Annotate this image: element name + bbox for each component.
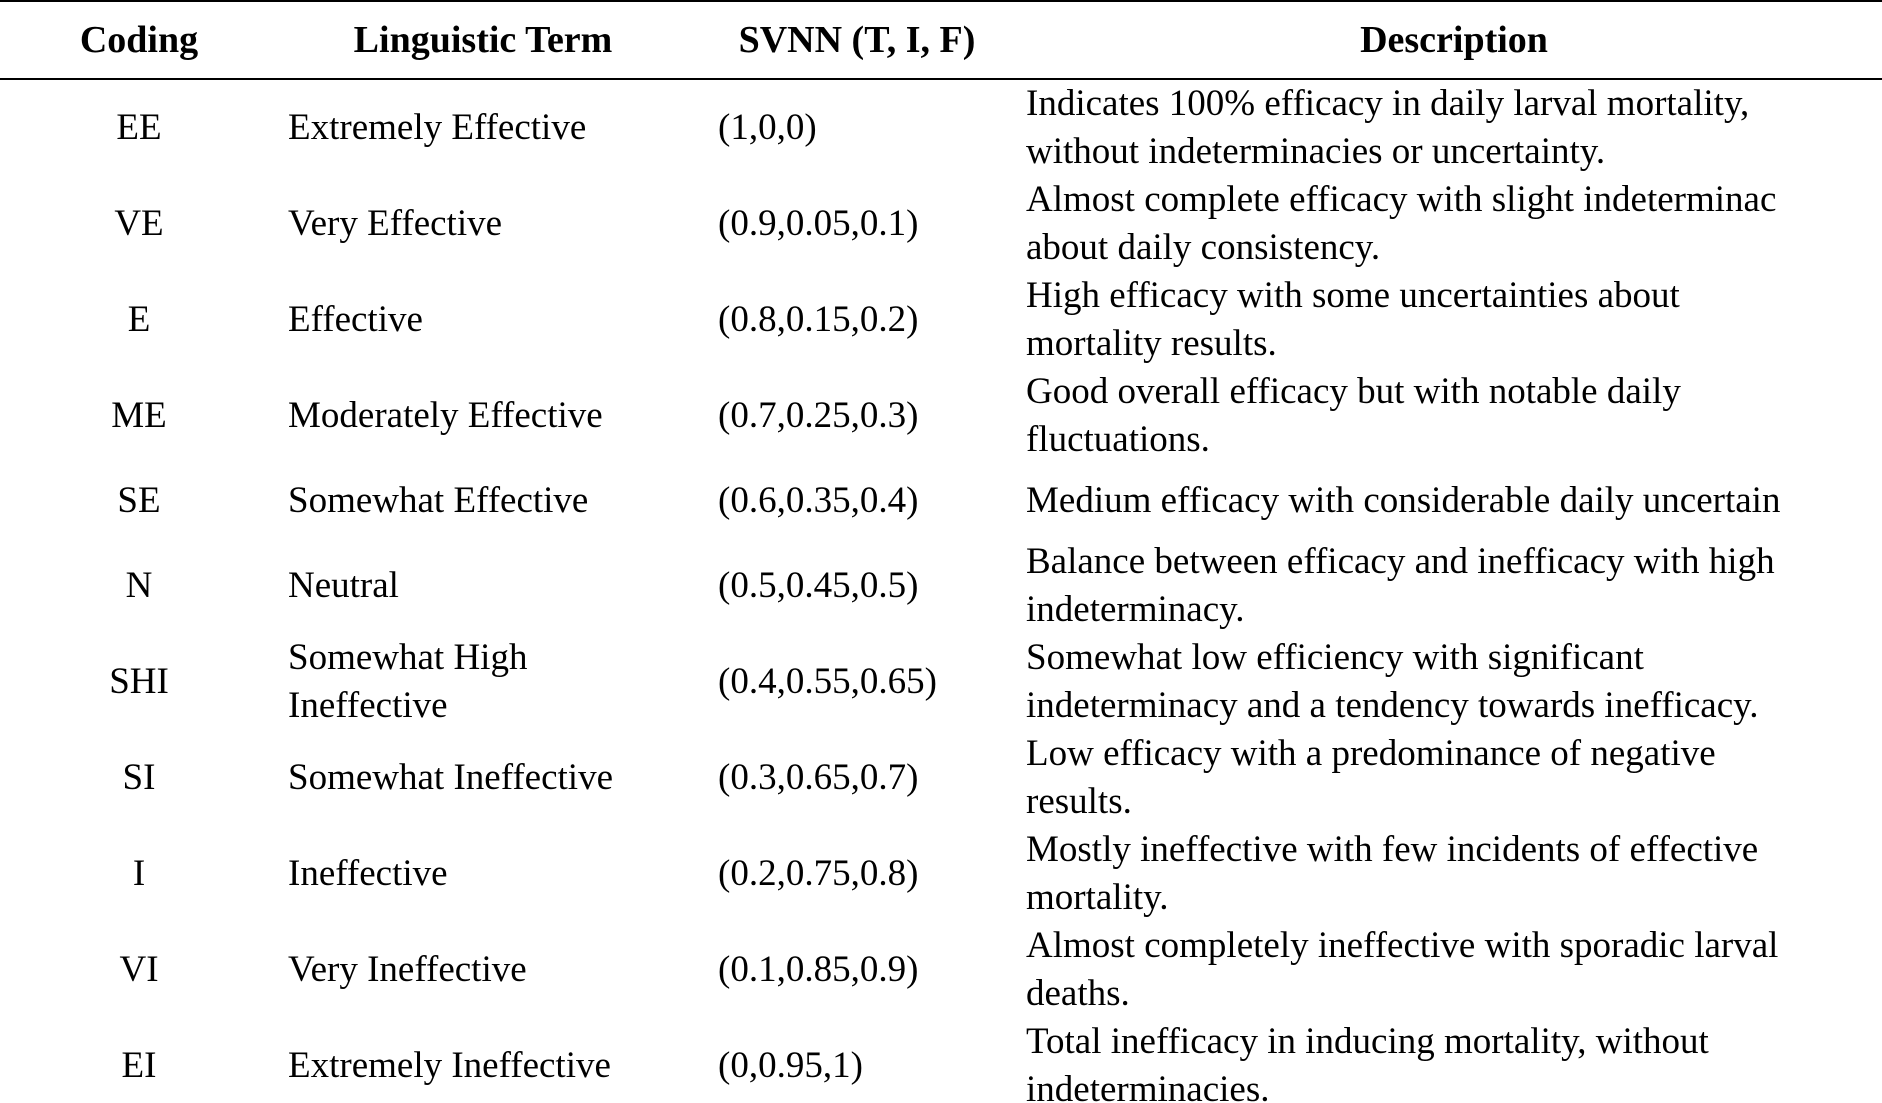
cell-coding: VE [114,203,164,244]
cell-description: Indicates 100% efficacy in daily larval … [1026,79,1882,176]
cell-svnn: (0.2,0.75,0.8) [718,853,919,894]
table-row: N Neutral (0.5,0.45,0.5) Balance between… [0,538,1882,634]
cell-term: Neutral [288,565,399,606]
description-line: Indicates 100% efficacy in daily larval … [1026,83,1750,124]
description-line: Balance between efficacy and inefficacy … [1026,541,1775,582]
description-line: Low efficacy with a predominance of nega… [1026,733,1716,774]
header-coding: Coding [0,0,278,80]
table-row: EI Extremely Ineffective (0,0.95,1) Tota… [0,1018,1882,1103]
cell-description: Almost completely ineffective with spora… [1026,922,1882,1018]
description-line: Total inefficacy in inducing mortality, … [1026,1021,1709,1062]
description-line: mortality. [1026,877,1169,918]
table-row: I Ineffective (0.2,0.75,0.8) Mostly inef… [0,826,1882,922]
cell-term: Extremely Effective [288,107,587,148]
cell-term: Very Effective [288,203,503,244]
description-line: indeterminacy and a tendency towards ine… [1026,685,1759,726]
description-line: High efficacy with some uncertainties ab… [1026,275,1680,316]
header-linguistic-term: Linguistic Term [278,0,688,80]
description-line: without indeterminacies or uncertainty. [1026,131,1606,172]
cell-svnn: (0.5,0.45,0.5) [718,565,919,606]
description-line: results. [1026,781,1132,822]
term-line: Ineffective [288,685,448,726]
cell-term: Effective [288,299,423,340]
description-line: Good overall efficacy but with notable d… [1026,371,1681,412]
header-row: Coding Linguistic Term SVNN (T, I, F) De… [0,0,1882,80]
cell-svnn: (0.8,0.15,0.2) [718,299,919,340]
cell-svnn: (0.3,0.65,0.7) [718,757,919,798]
cell-svnn: (0.4,0.55,0.65) [718,661,937,702]
table-body: EE Extremely Effective (1,0,0) Indicates… [0,79,1882,1103]
description-line: Almost completely ineffective with spora… [1026,925,1779,966]
cell-svnn: (0.6,0.35,0.4) [718,480,919,521]
header-description: Description [1026,0,1882,80]
table-row: SI Somewhat Ineffective (0.3,0.65,0.7) L… [0,730,1882,826]
description-line: indeterminacies. [1026,1069,1270,1103]
table-row: E Effective (0.8,0.15,0.2) High efficacy… [0,272,1882,368]
cell-coding: ME [111,395,167,436]
cell-description: Mostly ineffective with few incidents of… [1026,826,1882,922]
cell-term: Somewhat Effective [288,480,589,521]
cell-svnn: (0,0.95,1) [688,1018,1026,1103]
description-line: about daily consistency. [1026,227,1381,268]
cell-coding: SI [122,757,156,798]
cell-coding: SHI [109,661,169,702]
cell-description: Balance between efficacy and inefficacy … [1026,538,1882,634]
cell-coding: EE [116,107,162,148]
cell-svnn: (0.1,0.85,0.9) [718,949,919,990]
table-row: EE Extremely Effective (1,0,0) Indicates… [0,79,1882,176]
description-line: Somewhat low efficiency with significant [1026,637,1644,678]
cell-description: Low efficacy with a predominance of nega… [1026,730,1882,826]
table-row: VE Very Effective (0.9,0.05,0.1) Almost … [0,176,1882,272]
cell-term: Ineffective [288,853,448,894]
table-row: ME Moderately Effective (0.7,0.25,0.3) G… [0,368,1882,464]
table-row: SE Somewhat Effective (0.6,0.35,0.4) Med… [0,464,1882,538]
cell-coding: I [132,853,146,894]
cell-svnn: (1,0,0) [718,107,817,148]
description-line: Medium efficacy with considerable daily … [1026,480,1781,521]
table-row: VI Very Ineffective (0.1,0.85,0.9) Almos… [0,922,1882,1018]
term-line: Somewhat High [288,637,528,678]
cell-coding: VI [119,949,159,990]
description-line: Almost complete efficacy with slight ind… [1026,179,1777,220]
description-line: fluctuations. [1026,419,1210,460]
header-svnn: SVNN (T, I, F) [688,0,1026,80]
cell-coding: EI [0,1018,278,1103]
cell-coding: N [125,565,153,606]
cell-term: Somewhat High Ineffective [278,634,688,730]
cell-term: Somewhat Ineffective [288,757,613,798]
cell-description: High efficacy with some uncertainties ab… [1026,272,1882,368]
cell-coding: SE [117,480,161,521]
cell-description: Almost complete efficacy with slight ind… [1026,176,1882,272]
cell-description: Medium efficacy with considerable daily … [1026,464,1882,538]
cell-coding: E [127,299,151,340]
cell-svnn: (0.9,0.05,0.1) [718,203,919,244]
description-line: mortality results. [1026,323,1277,364]
cell-term: Extremely Ineffective [278,1018,688,1103]
cell-description: Somewhat low efficiency with significant… [1026,634,1882,730]
cell-description: Total inefficacy in inducing mortality, … [1026,1018,1882,1103]
description-line: indeterminacy. [1026,589,1245,630]
table-row: SHI Somewhat High Ineffective (0.4,0.55,… [0,634,1882,730]
cell-term: Very Ineffective [288,949,527,990]
description-line: deaths. [1026,973,1130,1014]
cell-description: Good overall efficacy but with notable d… [1026,368,1882,464]
table-header: Coding Linguistic Term SVNN (T, I, F) De… [0,0,1882,80]
cell-term: Moderately Effective [288,395,603,436]
description-line: Mostly ineffective with few incidents of… [1026,829,1759,870]
cell-svnn: (0.7,0.25,0.3) [718,395,919,436]
